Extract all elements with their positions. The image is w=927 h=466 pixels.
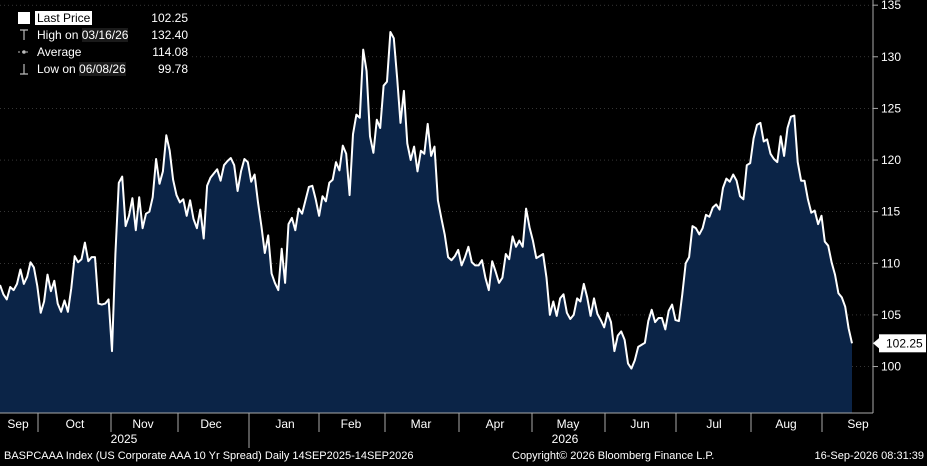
area-fill (0, 32, 852, 413)
legend-box: Last Price 102.25 High on 03/16/26 132.4… (0, 8, 191, 78)
x-month-label: Jan (275, 417, 294, 431)
legend-average-value: 114.08 (152, 45, 188, 59)
high-marker-icon (20, 29, 28, 40)
legend-average-label: Average (37, 44, 81, 60)
x-month-label: Aug (775, 417, 796, 431)
legend-last-price-value: 102.25 (151, 11, 188, 25)
x-year-label: 2026 (552, 432, 579, 446)
average-label: Average (37, 45, 82, 59)
low-date: 06/08/26 (79, 62, 126, 76)
footer-copyright: Copyright© 2026 Bloomberg Finance L.P. (512, 450, 715, 462)
high-date: 03/16/26 (81, 28, 129, 42)
low-marker-icon (20, 64, 28, 75)
average-marker-icon (18, 50, 30, 54)
x-axis-ticks: Sep Oct Nov Dec Jan Feb Mar Apr May Jun Jul Aug Sep 2… (7, 413, 869, 448)
x-month-label: May (557, 417, 580, 431)
x-month-label: Apr (486, 417, 505, 431)
x-month-label: Jun (630, 417, 649, 431)
high-label: High on (37, 28, 79, 42)
x-month-label: Nov (132, 417, 153, 431)
y-tick-label: 135 (881, 0, 901, 12)
low-label: Low on (37, 62, 76, 76)
x-month-label: Sep (7, 417, 29, 431)
x-month-label: Jul (706, 417, 721, 431)
legend-row-low: Low on 06/08/26 99.78 (0, 61, 191, 77)
x-month-label: Dec (200, 417, 221, 431)
legend-high-label: High on 03/16/26 (37, 27, 129, 43)
last-value-label: 102.25 (886, 336, 923, 350)
legend-row-last-price: Last Price 102.25 (0, 10, 191, 26)
y-tick-label: 105 (881, 308, 901, 322)
y-tick-label: 100 (881, 360, 901, 374)
x-month-label: Sep (847, 417, 869, 431)
legend-row-average: Average 114.08 (0, 44, 191, 60)
last-value-tag: 102.25 (873, 334, 926, 353)
x-year-label: 2025 (111, 432, 138, 446)
x-month-label: Mar (411, 417, 432, 431)
legend-low-label: Low on 06/08/26 (37, 61, 126, 77)
y-axis-ticks: 100 105 110 115 120 125 130 135 (873, 0, 901, 374)
y-tick-label: 125 (881, 101, 901, 115)
price-line (0, 31, 853, 370)
y-tick-label: 115 (881, 205, 900, 219)
y-tick-label: 120 (881, 153, 901, 167)
x-month-label: Feb (341, 417, 362, 431)
y-tick-label: 110 (881, 256, 900, 270)
last-price-swatch-icon (18, 12, 30, 24)
footer-timestamp: 16-Sep-2026 08:31:39 (814, 450, 924, 462)
footer-index-description: BASPCAAA Index (US Corporate AAA 10 Yr S… (4, 450, 414, 462)
legend-low-value: 99.78 (157, 62, 188, 76)
legend-row-high: High on 03/16/26 132.40 (0, 27, 191, 43)
x-month-label: Oct (66, 417, 85, 431)
legend-last-price-label: Last Price (35, 10, 93, 26)
legend-high-value: 132.40 (151, 28, 188, 42)
y-tick-label: 130 (881, 50, 901, 64)
last-price-label: Last Price (35, 11, 93, 25)
